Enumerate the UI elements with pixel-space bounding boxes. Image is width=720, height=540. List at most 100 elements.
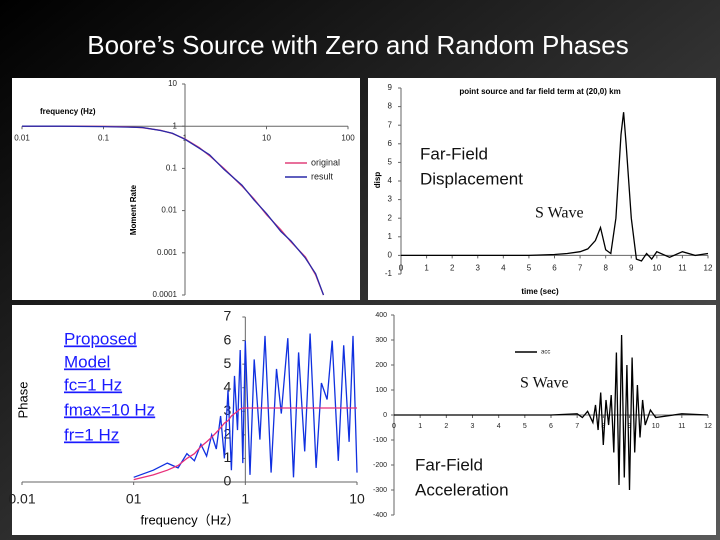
x-tick-label: 5 [523,423,527,430]
x-tick-label: 0.01 [14,133,30,142]
y-tick-label: 0 [383,412,387,419]
y-tick-label: 0.1 [166,164,178,173]
x-tick-label: 10 [652,423,660,430]
data-line [401,112,709,262]
y-tick-label: 7 [388,120,393,129]
y-tick-label: 100 [375,387,387,394]
legend-label: result [311,171,334,181]
y-tick-label: 0 [224,473,232,489]
y-tick-label: 7 [224,308,232,324]
x-tick-label: 5 [527,264,532,273]
x-tick-label: 9 [628,423,632,430]
y-tick-label: 300 [375,337,387,344]
x-tick-label: 6 [552,264,557,273]
y-tick-label: 1 [224,449,232,465]
legend-label: acc [541,350,550,356]
x-tick-label: 12 [704,264,713,273]
y-tick-label: 0 [388,251,393,260]
y-axis-label: Moment Rate [129,184,138,235]
y-tick-label: -1 [385,269,393,278]
chart-title: point source and far field term at (20,0… [459,87,620,96]
x-tick-label: 2 [450,264,455,273]
x-tick-label: 3 [471,423,475,430]
x-tick-label: 8 [601,423,605,430]
y-tick-label: 200 [375,362,387,369]
x-tick-label: 10 [349,491,365,507]
x-tick-label: 1 [418,423,422,430]
x-tick-label: 8 [603,264,608,273]
annotation: Far-Field [415,455,483,474]
x-tick-label: 0.1 [98,133,110,142]
y-tick-label: 8 [388,102,393,111]
annotation: Model [64,352,110,371]
panel [12,78,360,300]
x-axis-label: frequency（Hz） [141,512,240,527]
x-tick-label: 4 [501,264,506,273]
x-tick-label: 3 [476,264,481,273]
data-line [22,125,325,296]
annotation: S Wave [520,375,569,392]
annotation: Displacement [420,169,523,188]
x-tick-label: 01 [126,491,142,507]
y-tick-label: 4 [224,378,232,394]
panel [368,78,716,300]
x-axis-label: frequency (Hz) [40,107,96,116]
y-tick-label: 0.01 [161,206,177,215]
x-tick-label: 9 [629,264,634,273]
y-tick-label: 6 [388,139,393,148]
y-tick-label: 1 [388,232,393,241]
y-tick-label: 9 [388,83,393,92]
annotation: Acceleration [415,480,509,499]
x-tick-label: 11 [678,264,687,273]
annotation: fr=1 Hz [64,425,119,444]
y-tick-label: 10 [168,79,177,88]
y-tick-label: 3 [388,195,393,204]
x-tick-label: 1 [241,491,249,507]
y-tick-label: 2 [224,426,232,442]
y-tick-label: 5 [388,158,393,167]
data-line [133,407,357,481]
y-tick-label: 400 [375,312,387,319]
y-tick-label: -400 [373,512,387,519]
x-tick-label: 12 [704,423,712,430]
legend-label: original [311,157,340,167]
y-tick-label: 5 [224,355,232,371]
x-tick-label: 2 [444,423,448,430]
annotation: S Wave [535,205,584,222]
y-tick-label: 6 [224,331,232,347]
x-tick-label: 7 [575,423,579,430]
x-tick-label: 0.01 [8,491,35,507]
annotation: Proposed [64,329,137,348]
panel [372,305,716,535]
panel [12,305,372,535]
y-tick-label: 0.001 [157,248,178,257]
annotation: fmax=10 Hz [64,400,155,419]
x-tick-label: 0 [392,423,396,430]
y-axis-label: disp [373,172,382,189]
annotation: Far-Field [420,144,488,163]
x-tick-label: 7 [578,264,583,273]
y-tick-label: -200 [373,462,387,469]
data-line [133,333,358,478]
y-tick-label: 4 [388,176,393,185]
data-line [394,334,709,491]
slide-title: Boore’s Source with Zero and Random Phas… [87,30,628,60]
x-tick-label: 6 [549,423,553,430]
y-tick-label: 1 [173,121,178,130]
y-tick-label: -100 [373,437,387,444]
x-tick-label: 10 [262,133,271,142]
annotation: fc=1 Hz [64,375,122,394]
x-tick-label: 10 [652,264,661,273]
y-axis-label: Phase [15,382,30,419]
x-axis-label: time (sec) [521,287,559,296]
x-tick-label: 1 [183,133,188,142]
x-tick-label: 11 [678,423,685,430]
x-tick-label: 4 [497,423,501,430]
y-tick-label: 2 [388,213,393,222]
x-tick-label: 0 [399,264,404,273]
y-tick-label: -300 [373,487,387,494]
y-tick-label: 0.0001 [153,290,178,299]
x-tick-label: 100 [341,133,355,142]
